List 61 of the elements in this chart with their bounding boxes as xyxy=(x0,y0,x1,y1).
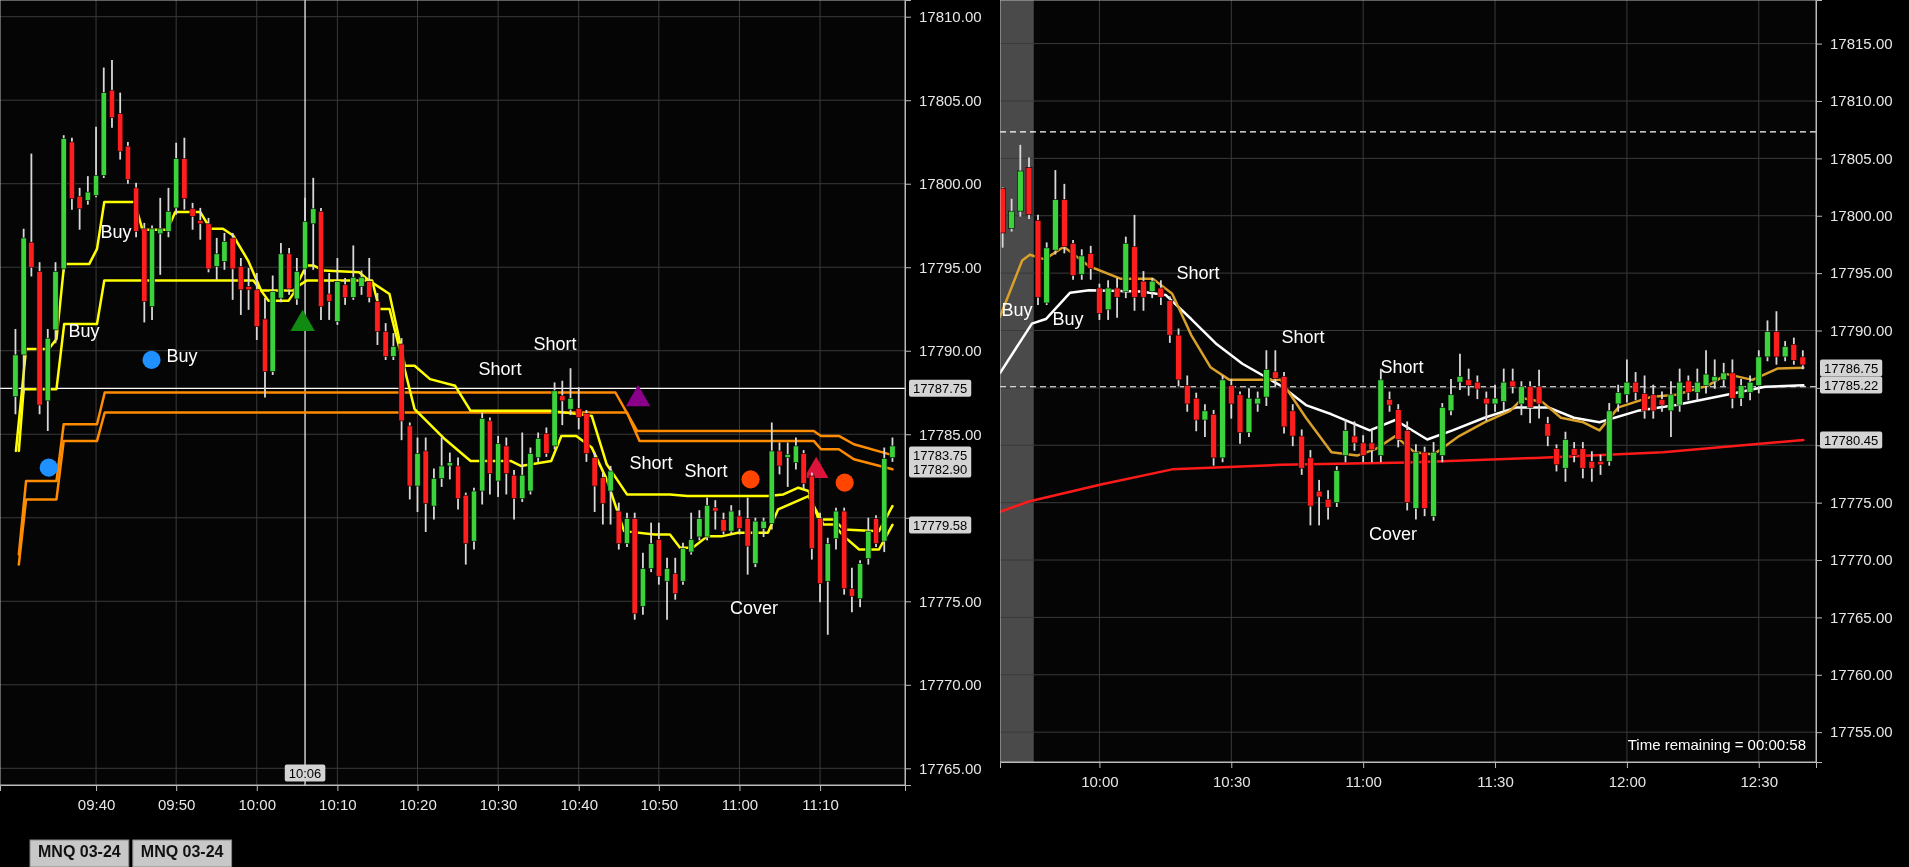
y-tick-label: 17790.00 xyxy=(919,342,982,360)
annotation: Short xyxy=(1176,263,1220,284)
text: 17782.90 xyxy=(913,461,968,477)
x-tick-label: 12:00 xyxy=(1608,772,1647,790)
annotation: Short xyxy=(684,461,728,482)
annotation: Buy xyxy=(166,346,198,367)
annotation: Cover xyxy=(1368,524,1418,545)
x-tick-label: 11:00 xyxy=(721,795,759,813)
text: 17783.75 xyxy=(913,447,968,463)
x-tick-label: 10:10 xyxy=(319,795,357,813)
y-tick-label: 17815.00 xyxy=(1830,34,1893,52)
x-tick-label: 10:00 xyxy=(238,795,277,813)
x-tick-label: 10:30 xyxy=(479,795,518,813)
y-tick-label: 17810.00 xyxy=(919,8,982,25)
y-tick-label: 17790.00 xyxy=(1830,321,1893,339)
x-tick-label: 10:30 xyxy=(1213,772,1251,790)
x-tick-label: 11:00 xyxy=(1345,772,1382,790)
x-tick-label: 10:40 xyxy=(560,795,598,813)
ref-line-label: 10:06 xyxy=(288,765,322,781)
annotation: Buy xyxy=(68,321,100,342)
annotation: Buy xyxy=(1052,309,1084,330)
y-tick-label: 17800.00 xyxy=(919,175,982,193)
text: 17785.22 xyxy=(1824,377,1879,393)
annotation: Short xyxy=(1380,357,1424,378)
x-tick-label: 10:00 xyxy=(1081,772,1119,790)
text: 17779.58 xyxy=(913,517,968,533)
y-tick-label: 17770.00 xyxy=(919,676,982,694)
annotation: Short xyxy=(629,453,673,474)
x-tick-label: 10:50 xyxy=(640,795,679,813)
text: 17786.75 xyxy=(1824,360,1879,376)
y-tick-label: 17795.00 xyxy=(919,258,982,276)
y-tick-label: 17795.00 xyxy=(1830,264,1893,282)
text: MNQ 03-24 xyxy=(38,843,121,860)
y-tick-label: 17755.00 xyxy=(1830,723,1893,741)
x-tick-label: 11:10 xyxy=(802,795,839,813)
annotation: Short xyxy=(533,334,577,355)
y-tick-label: 17770.00 xyxy=(1830,551,1893,569)
y-tick-label: 17785.00 xyxy=(919,425,982,443)
annotation: Buy xyxy=(100,222,132,243)
annotation: Cover xyxy=(729,598,779,619)
x-tick-label: 09:40 xyxy=(77,795,116,813)
annotation: Time remaining = 00:00:58 xyxy=(1627,736,1806,753)
annotation: Short xyxy=(1281,327,1325,348)
ref-line-label: 17787.75 xyxy=(913,380,968,396)
y-tick-label: 17805.00 xyxy=(919,91,982,109)
annotation: Short xyxy=(478,359,522,380)
y-tick-label: 17800.00 xyxy=(1830,207,1893,225)
y-tick-label: 17760.00 xyxy=(1830,666,1893,684)
x-tick-label: 09:50 xyxy=(157,795,196,813)
y-tick-label: 17775.00 xyxy=(919,592,982,610)
y-tick-label: 17765.00 xyxy=(1830,608,1893,626)
y-tick-label: 17775.00 xyxy=(1830,493,1893,511)
text: 17780.45 xyxy=(1824,432,1879,448)
text: MNQ 03-24 xyxy=(140,843,224,860)
y-tick-label: 17810.00 xyxy=(1830,92,1893,110)
y-tick-label: 17805.00 xyxy=(1830,149,1893,167)
y-tick-label: 17765.00 xyxy=(919,759,982,777)
x-tick-label: 10:20 xyxy=(399,795,437,813)
x-tick-label: 11:30 xyxy=(1477,772,1514,790)
x-tick-label: 12:30 xyxy=(1740,772,1779,790)
annotation: Buy xyxy=(1001,300,1033,321)
